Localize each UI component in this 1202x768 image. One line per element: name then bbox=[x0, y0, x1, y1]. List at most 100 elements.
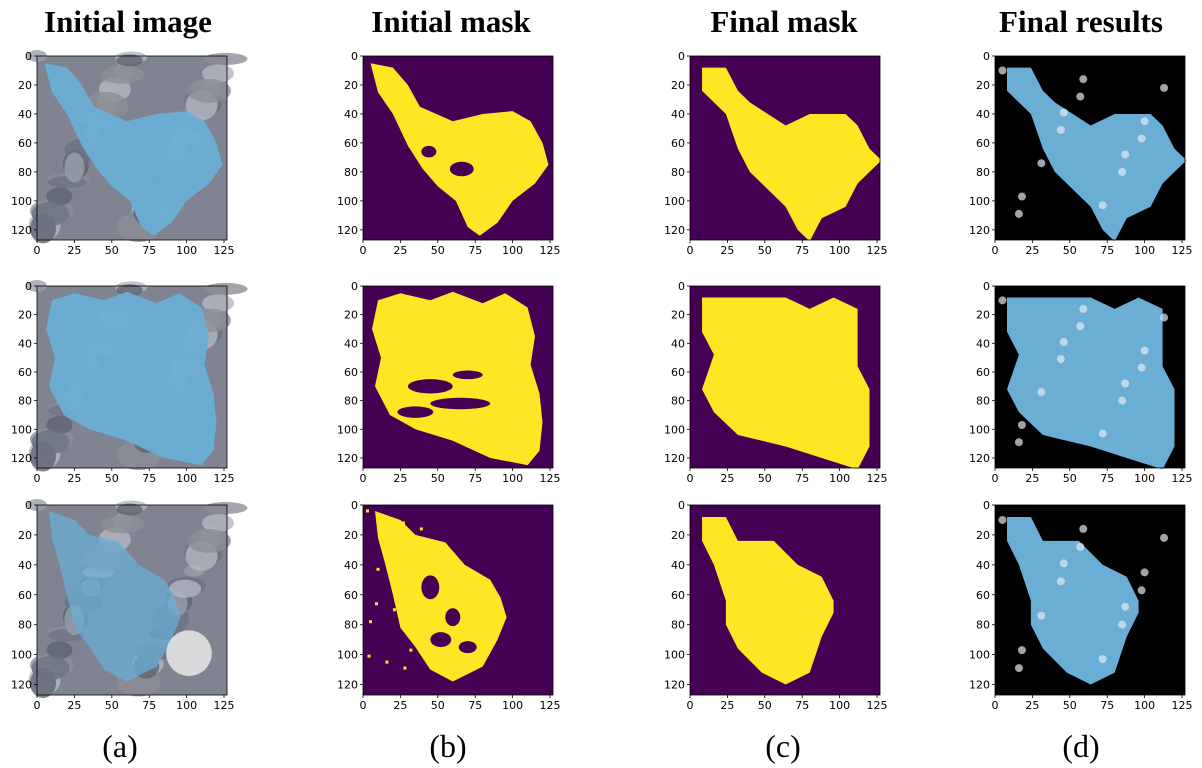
y-tick-label: 100 bbox=[337, 195, 358, 208]
y-tick-label: 0 bbox=[351, 280, 358, 293]
y-tick-label: 120 bbox=[337, 224, 358, 237]
y-tick-label: 40 bbox=[671, 337, 685, 350]
x-tick-label: 50 bbox=[1063, 244, 1077, 257]
x-tick-label: 75 bbox=[142, 699, 156, 712]
y-tick-label: 60 bbox=[976, 366, 990, 379]
x-tick-label: 125 bbox=[1172, 244, 1193, 257]
y-tick-label: 100 bbox=[664, 423, 685, 436]
title-final-mask: Final mask bbox=[710, 4, 858, 39]
y-tick-label: 20 bbox=[344, 529, 358, 542]
y-tick-label: 80 bbox=[671, 619, 685, 632]
x-tick-label: 125 bbox=[214, 244, 235, 257]
y-tick-label: 80 bbox=[976, 166, 990, 179]
x-tick-label: 25 bbox=[67, 699, 81, 712]
x-tick-label: 125 bbox=[214, 472, 235, 485]
y-tick-label: 60 bbox=[671, 366, 685, 379]
y-tick-label: 20 bbox=[671, 529, 685, 542]
x-tick-label: 100 bbox=[176, 472, 197, 485]
panel-plot: 0 25 50 75 100 125 0 20 40 60 80 100 120 bbox=[11, 499, 248, 712]
x-tick-label: 75 bbox=[468, 699, 482, 712]
final-mask-panel-row-1: 0 25 50 75 100 125 0 20 40 60 80 100 120 bbox=[664, 50, 888, 257]
x-tick-label: 75 bbox=[142, 472, 156, 485]
x-tick-label: 50 bbox=[758, 699, 772, 712]
x-tick-label: 125 bbox=[540, 472, 561, 485]
x-tick-label: 100 bbox=[829, 472, 850, 485]
x-tick-label: 50 bbox=[105, 244, 119, 257]
y-tick-label: 0 bbox=[678, 50, 685, 63]
x-tick-label: 100 bbox=[829, 699, 850, 712]
sublabel-b: (b) bbox=[429, 728, 467, 764]
y-tick-label: 0 bbox=[25, 499, 32, 512]
x-tick-label: 0 bbox=[992, 244, 999, 257]
y-tick-label: 120 bbox=[969, 224, 990, 237]
panel-plot: 0 25 50 75 100 125 0 20 40 60 80 100 120 bbox=[337, 50, 561, 257]
sublabel-a: (a) bbox=[102, 728, 138, 764]
y-tick-label: 60 bbox=[344, 366, 358, 379]
y-tick-label: 120 bbox=[969, 679, 990, 692]
y-tick-label: 100 bbox=[337, 423, 358, 436]
x-tick-label: 25 bbox=[393, 699, 407, 712]
y-tick-label: 120 bbox=[11, 224, 32, 237]
x-tick-label: 100 bbox=[1134, 244, 1155, 257]
y-tick-label: 0 bbox=[351, 499, 358, 512]
y-tick-label: 60 bbox=[671, 589, 685, 602]
y-tick-label: 60 bbox=[976, 137, 990, 150]
y-tick-label: 40 bbox=[18, 559, 32, 572]
panel-plot: 0 25 50 75 100 125 0 20 40 60 80 100 120 bbox=[969, 50, 1193, 257]
x-tick-label: 100 bbox=[1134, 472, 1155, 485]
y-tick-label: 60 bbox=[18, 589, 32, 602]
x-tick-label: 50 bbox=[758, 472, 772, 485]
x-tick-label: 50 bbox=[1063, 472, 1077, 485]
y-tick-label: 100 bbox=[11, 423, 32, 436]
y-tick-label: 40 bbox=[18, 337, 32, 350]
y-tick-label: 20 bbox=[671, 79, 685, 92]
y-tick-label: 0 bbox=[25, 50, 32, 63]
y-tick-label: 80 bbox=[18, 619, 32, 632]
y-tick-label: 0 bbox=[678, 499, 685, 512]
final-result-panel-row-3: 0 25 50 75 100 125 0 20 40 60 80 100 120 bbox=[969, 499, 1193, 712]
x-tick-label: 125 bbox=[867, 472, 888, 485]
y-tick-label: 100 bbox=[969, 423, 990, 436]
x-tick-label: 0 bbox=[34, 472, 41, 485]
panel-plot: 0 25 50 75 100 125 0 20 40 60 80 100 120 bbox=[664, 280, 888, 485]
x-tick-label: 125 bbox=[867, 244, 888, 257]
y-tick-label: 0 bbox=[983, 499, 990, 512]
title-final-results: Final results bbox=[999, 4, 1163, 39]
y-tick-label: 100 bbox=[969, 195, 990, 208]
x-tick-label: 75 bbox=[795, 472, 809, 485]
x-tick-label: 100 bbox=[502, 244, 523, 257]
x-tick-label: 0 bbox=[360, 244, 367, 257]
x-tick-label: 75 bbox=[142, 244, 156, 257]
x-tick-label: 125 bbox=[1172, 472, 1193, 485]
y-tick-label: 100 bbox=[11, 649, 32, 662]
final-result-panel-row-1: 0 25 50 75 100 125 0 20 40 60 80 100 120 bbox=[969, 50, 1193, 257]
initial-image-panel-row-2: 0 25 50 75 100 125 0 20 40 60 80 100 120 bbox=[11, 280, 248, 485]
y-tick-label: 100 bbox=[664, 649, 685, 662]
y-tick-label: 20 bbox=[976, 529, 990, 542]
y-tick-label: 0 bbox=[983, 50, 990, 63]
y-tick-label: 80 bbox=[671, 395, 685, 408]
x-tick-label: 75 bbox=[1100, 472, 1114, 485]
title-initial-image: Initial image bbox=[44, 4, 212, 39]
y-tick-label: 20 bbox=[344, 79, 358, 92]
y-tick-label: 80 bbox=[344, 619, 358, 632]
y-tick-label: 120 bbox=[337, 452, 358, 465]
y-tick-label: 80 bbox=[344, 395, 358, 408]
y-tick-label: 60 bbox=[344, 137, 358, 150]
x-tick-label: 100 bbox=[502, 472, 523, 485]
x-tick-label: 50 bbox=[431, 699, 445, 712]
x-tick-label: 50 bbox=[105, 472, 119, 485]
y-tick-label: 0 bbox=[351, 50, 358, 63]
x-tick-label: 0 bbox=[34, 244, 41, 257]
y-tick-label: 60 bbox=[18, 137, 32, 150]
x-tick-label: 0 bbox=[687, 244, 694, 257]
y-tick-label: 20 bbox=[671, 309, 685, 322]
y-tick-label: 100 bbox=[11, 195, 32, 208]
panel-plot: 0 25 50 75 100 125 0 20 40 60 80 100 120 bbox=[664, 50, 888, 257]
final-mask-panel-row-2: 0 25 50 75 100 125 0 20 40 60 80 100 120 bbox=[664, 280, 888, 485]
x-tick-label: 25 bbox=[67, 244, 81, 257]
x-tick-label: 25 bbox=[720, 244, 734, 257]
initial-image-panel-row-3: 0 25 50 75 100 125 0 20 40 60 80 100 120 bbox=[11, 499, 248, 712]
y-tick-label: 40 bbox=[671, 559, 685, 572]
x-tick-label: 125 bbox=[1172, 699, 1193, 712]
